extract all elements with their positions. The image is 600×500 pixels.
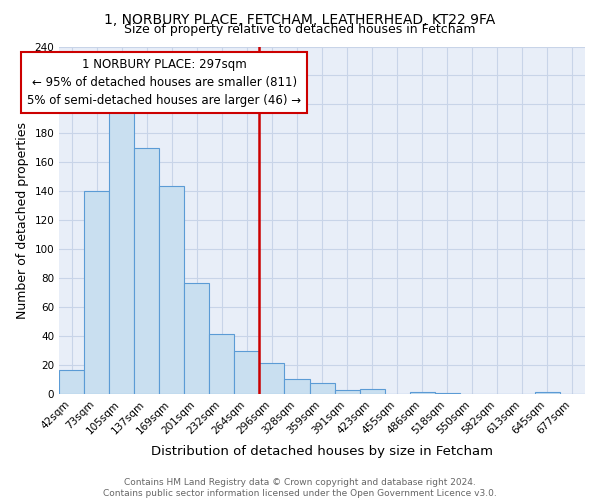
Bar: [109, 108, 134, 395]
Bar: [435, 393, 460, 394]
Bar: [259, 362, 284, 394]
Bar: [410, 392, 435, 394]
Text: 1, NORBURY PLACE, FETCHAM, LEATHERHEAD, KT22 9FA: 1, NORBURY PLACE, FETCHAM, LEATHERHEAD, …: [104, 12, 496, 26]
Bar: [184, 283, 209, 395]
Bar: [134, 148, 159, 394]
Bar: [84, 192, 109, 394]
Bar: [235, 351, 259, 395]
Text: Size of property relative to detached houses in Fetcham: Size of property relative to detached ho…: [124, 22, 476, 36]
Text: Contains HM Land Registry data © Crown copyright and database right 2024.
Contai: Contains HM Land Registry data © Crown c…: [103, 478, 497, 498]
Bar: [359, 388, 385, 394]
Bar: [284, 378, 310, 394]
X-axis label: Distribution of detached houses by size in Fetcham: Distribution of detached houses by size …: [151, 444, 493, 458]
Bar: [310, 383, 335, 394]
Bar: [159, 186, 184, 394]
Bar: [335, 390, 359, 394]
Bar: [209, 334, 235, 394]
Bar: [59, 370, 84, 394]
Text: 1 NORBURY PLACE: 297sqm
← 95% of detached houses are smaller (811)
5% of semi-de: 1 NORBURY PLACE: 297sqm ← 95% of detache…: [27, 58, 301, 107]
Bar: [535, 392, 560, 394]
Y-axis label: Number of detached properties: Number of detached properties: [16, 122, 29, 319]
